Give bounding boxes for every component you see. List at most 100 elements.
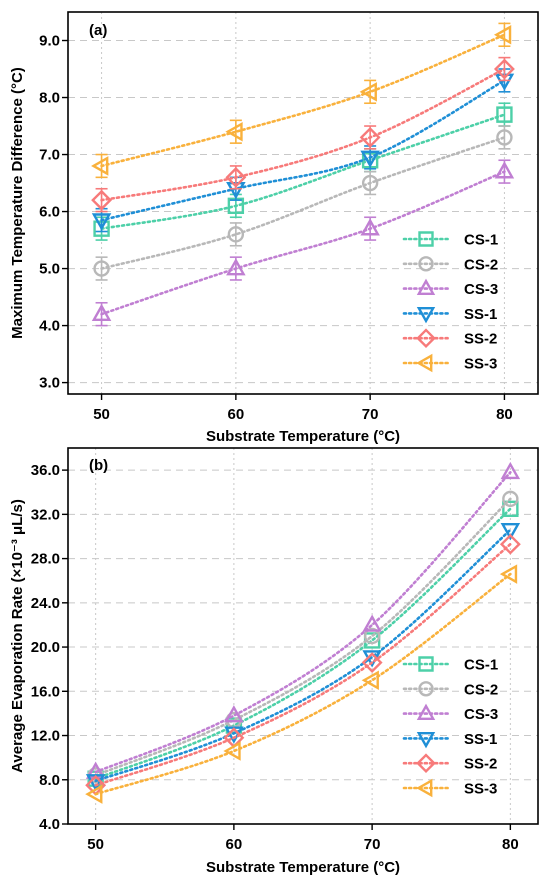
legend-swatch-marker [416, 353, 433, 373]
legend-label: SS-1 [464, 731, 497, 748]
legend-swatch-marker [416, 732, 436, 749]
data-point [91, 189, 113, 211]
series-ss-3 [91, 22, 512, 179]
data-point [223, 741, 241, 761]
chart-panel-a: 50 60 70 80 3.0 4.0 5.0 6.0 7.0 8.0 9.0 Substrate T… [9, 11, 539, 445]
legend-item: CS-1 [402, 231, 498, 249]
data-point [360, 150, 380, 168]
series-ss-2 [91, 56, 515, 213]
y-tick-label: 32.0 [31, 506, 60, 523]
data-point [360, 218, 380, 236]
data-point [225, 121, 243, 142]
y-tick-label: 36.0 [31, 462, 60, 479]
legend-swatch-marker [416, 307, 436, 324]
y-tick-label: 16.0 [31, 683, 60, 700]
plot-frame [67, 11, 539, 395]
axes: 50 60 70 80 4.0 8.0 12.0 16.0 20.0 24.0 28.0 32.0 36… [31, 462, 519, 853]
series-line [100, 67, 506, 202]
series-line [94, 471, 512, 774]
series-line [94, 528, 512, 783]
legend-label: SS-2 [464, 331, 497, 348]
data-point [493, 58, 515, 80]
data-point [225, 166, 247, 188]
data-point [363, 627, 381, 645]
legend-label: CS-2 [464, 681, 498, 698]
legend-item: CS-3 [402, 278, 498, 298]
x-tick-label: 70 [362, 406, 379, 423]
data-point [361, 652, 383, 673]
series-ss-1 [91, 68, 515, 233]
series-ss-2 [85, 533, 521, 796]
y-axis-title: Average Evaporation Rate (×10⁻³ μL/s) [9, 499, 26, 773]
legend-item: CS-3 [402, 703, 498, 723]
x-tick-label: 60 [226, 836, 243, 853]
legend-swatch-marker [416, 753, 436, 774]
series-cs-2 [93, 125, 513, 281]
panel-label: (a) [89, 22, 107, 39]
legend-swatch-marker [416, 328, 436, 349]
axes: 50 60 70 80 3.0 4.0 5.0 6.0 7.0 8.0 9.0 [39, 33, 513, 423]
legend-label: SS-2 [464, 756, 497, 773]
x-tick-label: 80 [496, 406, 513, 423]
series-line [94, 497, 512, 777]
series-line [100, 33, 506, 168]
data-point [361, 670, 379, 690]
y-tick-label: 8.0 [39, 772, 60, 789]
data-point [502, 500, 519, 518]
data-point [499, 564, 518, 584]
data-point [499, 533, 521, 555]
legend-swatch-marker [418, 256, 434, 272]
x-tick-label: 60 [228, 406, 245, 423]
data-point [359, 126, 381, 148]
series-cs-1 [87, 500, 519, 787]
y-tick-label: 28.0 [31, 551, 60, 568]
data-point [226, 258, 246, 276]
data-point [91, 213, 112, 231]
legend-item: SS-2 [402, 328, 497, 349]
series-line [100, 170, 506, 316]
legend-item: SS-1 [402, 306, 497, 324]
y-tick-label: 7.0 [39, 147, 60, 164]
data-point [227, 226, 245, 243]
legend-item: SS-2 [402, 753, 497, 774]
legend-label: SS-1 [464, 306, 497, 323]
data-point [494, 161, 515, 179]
y-tick-label: 12.0 [31, 728, 60, 745]
series-cs-2 [87, 490, 519, 784]
y-tick-label: 20.0 [31, 639, 60, 656]
x-tick-label: 70 [364, 836, 381, 853]
legend-item: SS-3 [402, 353, 497, 373]
panel-label: (b) [89, 457, 108, 474]
data-point [502, 490, 519, 508]
series-line [100, 113, 506, 230]
data-point [91, 156, 109, 176]
data-point [227, 197, 245, 215]
x-tick-label: 80 [502, 836, 519, 853]
y-tick-label: 5.0 [39, 261, 60, 278]
legend-label: CS-3 [464, 281, 498, 298]
x-tick-label: 50 [93, 406, 110, 423]
legend-label: CS-3 [464, 706, 498, 723]
legend: CS-1 CS-2 CS-3 SS-1 SS-2 SS-3 [402, 231, 498, 373]
legend-swatch-marker [418, 656, 434, 672]
series-cs-1 [93, 102, 513, 241]
data-point [91, 303, 112, 321]
legend-label: CS-1 [464, 657, 498, 674]
legend-label: CS-1 [464, 232, 498, 249]
data-point [85, 784, 103, 804]
legend-label: SS-3 [464, 781, 497, 798]
legend-label: CS-2 [464, 256, 498, 273]
data-point [224, 705, 244, 723]
legend-swatch-marker [418, 231, 434, 247]
series-line [94, 507, 512, 780]
plot-frame [67, 447, 539, 825]
legend: CS-1 CS-2 CS-3 SS-1 SS-2 SS-3 [402, 656, 498, 798]
legend-label: SS-3 [464, 356, 497, 373]
y-tick-label: 4.0 [39, 318, 60, 335]
legend-swatch-marker [416, 778, 433, 798]
series-ss-3 [85, 564, 518, 804]
y-tick-label: 4.0 [39, 816, 60, 833]
data-point [359, 82, 377, 102]
data-point [500, 461, 521, 480]
y-tick-label: 8.0 [39, 90, 60, 107]
